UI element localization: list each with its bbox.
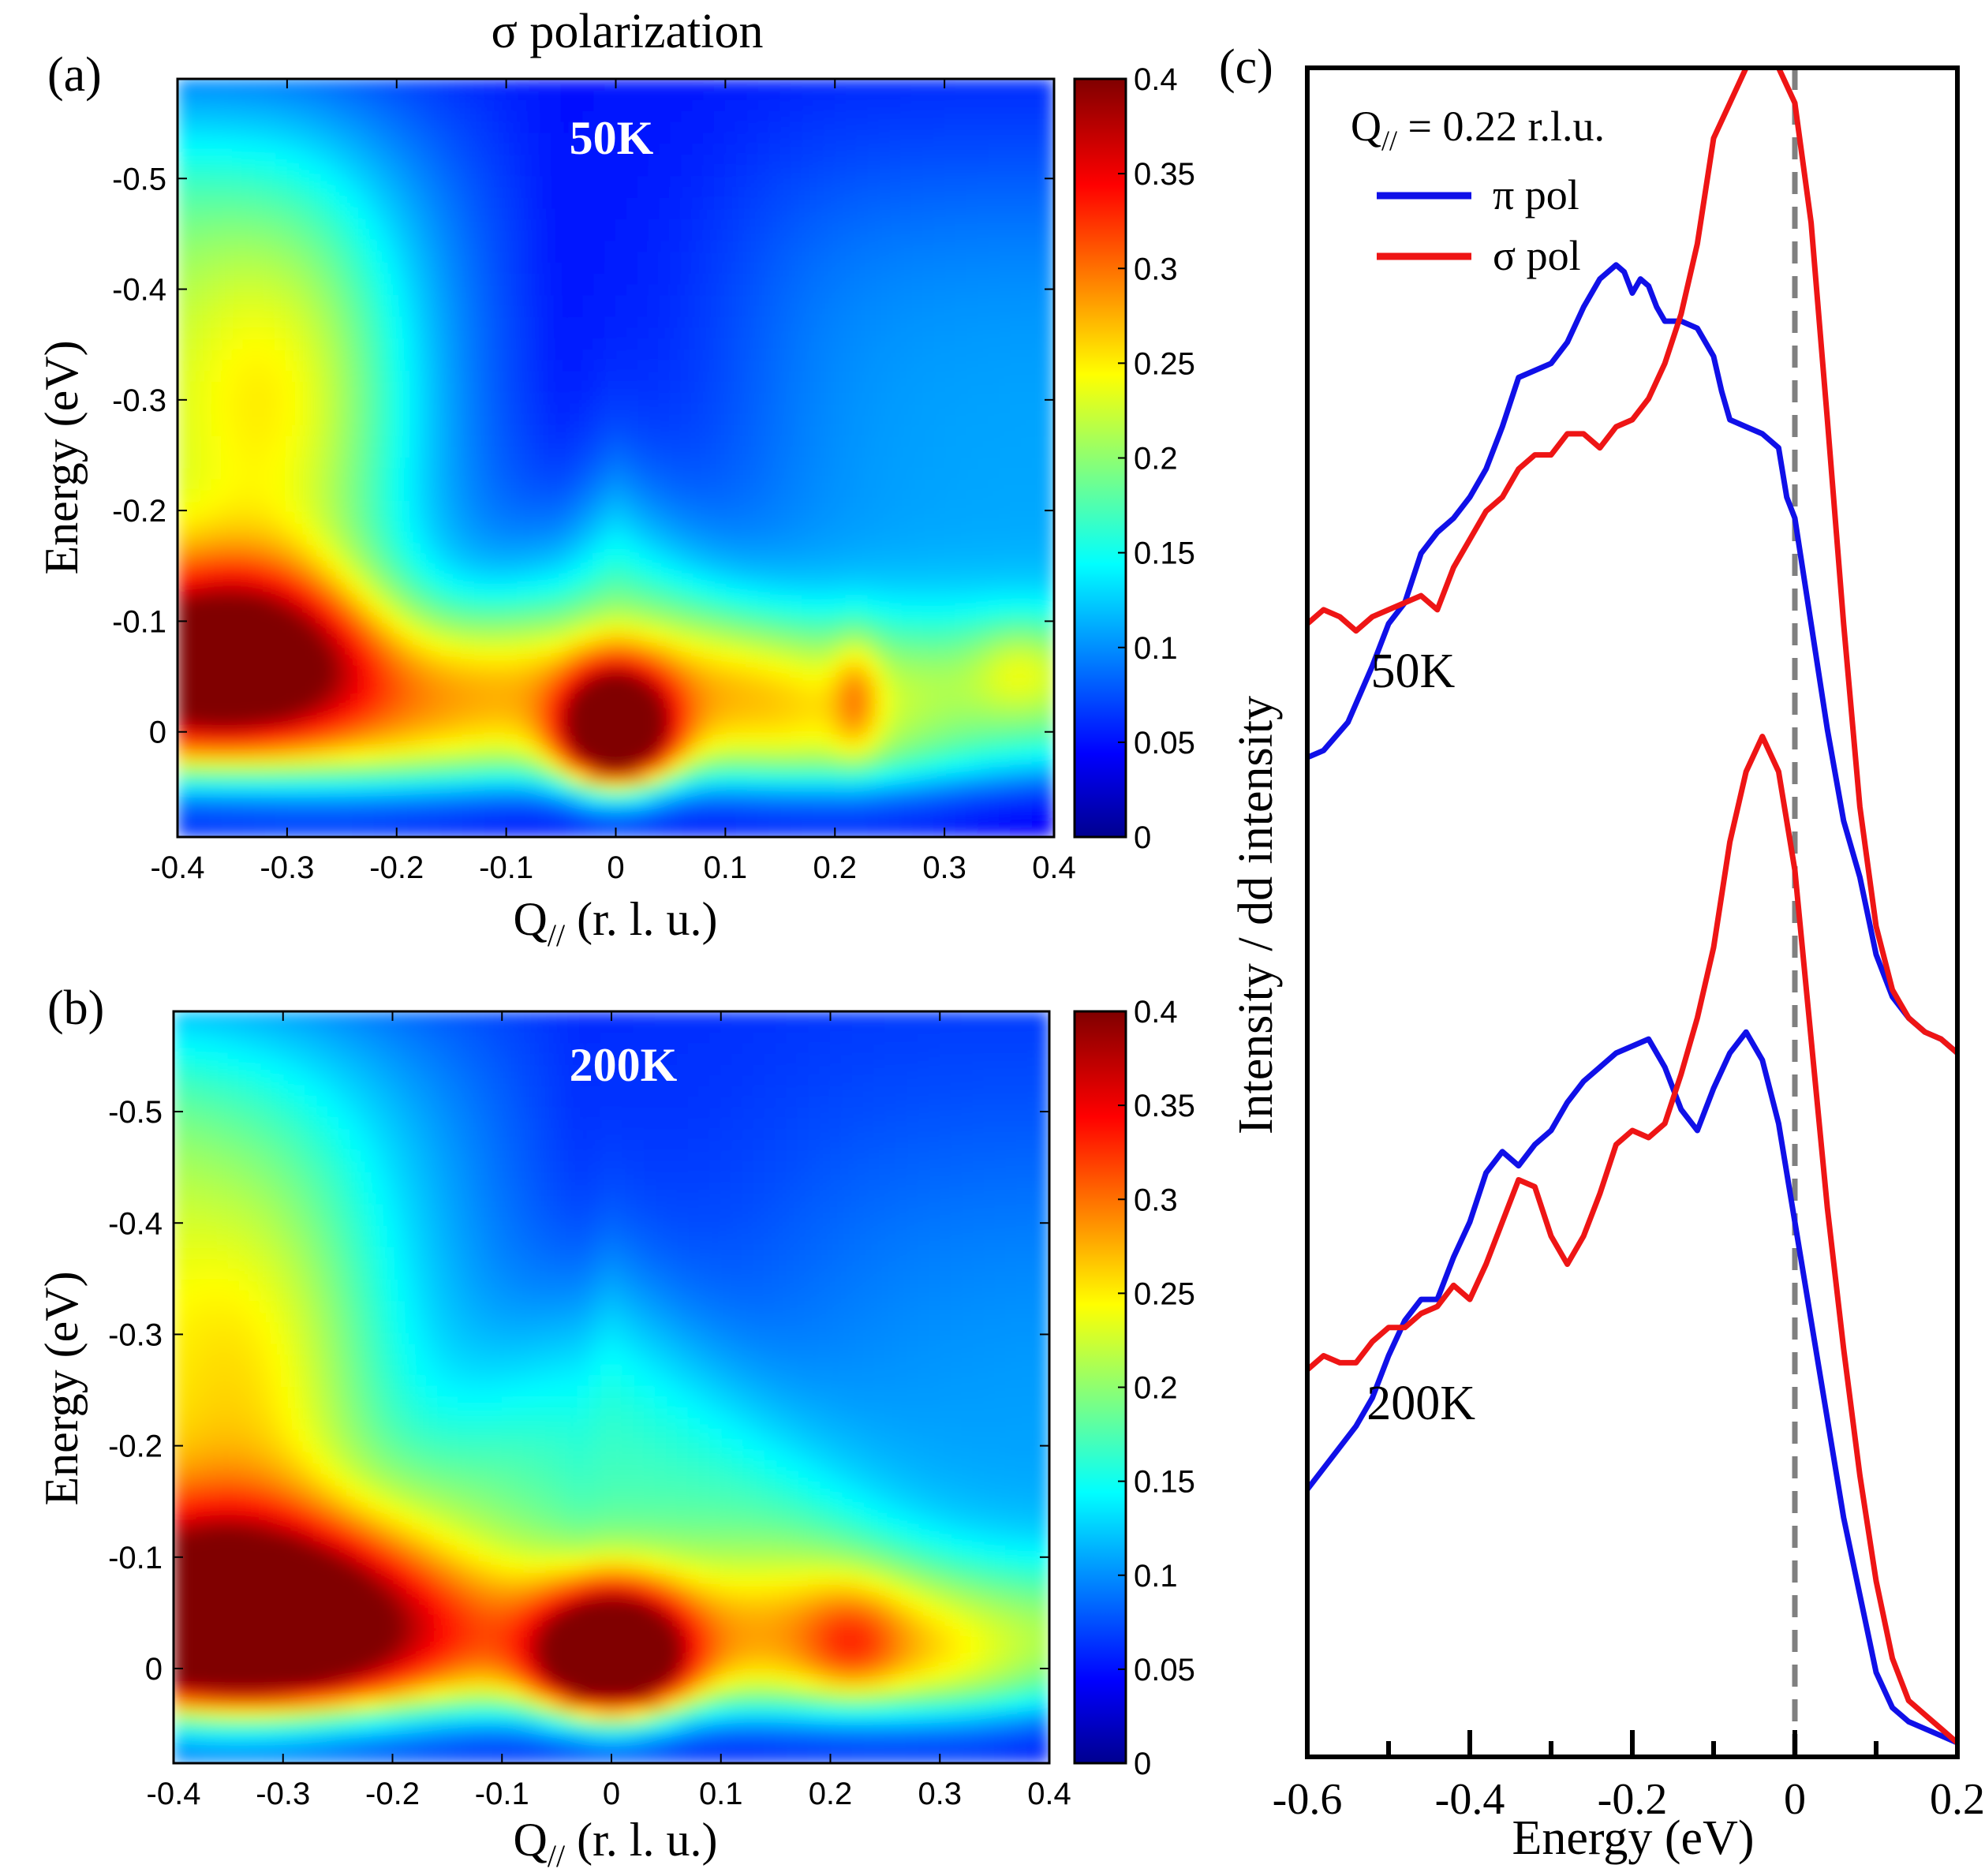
panel-a-xtick-label: 0.4 <box>1032 850 1076 885</box>
panel-c-frame <box>1305 65 1960 1759</box>
colorbar-b-tick-label: 0.25 <box>1134 1276 1195 1311</box>
group-label-50K: 50K <box>1371 645 1456 698</box>
colorbar-b-tick-label: 0.3 <box>1134 1183 1178 1217</box>
panel-a-xtick-label: 0.1 <box>704 850 748 885</box>
colorbar-b-tick-label: 0.15 <box>1134 1465 1195 1500</box>
panel-a-xtick-label: 0.3 <box>922 850 966 885</box>
panel-c-xtick-label: -0.2 <box>1598 1775 1668 1824</box>
panel-b-ytick-label: 0 <box>145 1652 163 1687</box>
panel-a-ylabel: Energy (eV) <box>36 340 88 574</box>
panel-b-xtick-label: 0.3 <box>918 1777 962 1811</box>
panel-b-xtick-label: -0.3 <box>256 1777 310 1811</box>
legend-label-pi: π pol <box>1493 171 1579 219</box>
colorbar-a-tick-label: 0.05 <box>1134 726 1195 760</box>
panel-b-ticks: -0.4 -0.3 -0.2 -0.1 0 0.1 0.2 0.3 0.4 -0.5 -0.4 -0.… <box>108 1011 1071 1811</box>
panel-c-plot <box>1307 68 1957 1757</box>
colorbar-b-gradient <box>1073 1010 1127 1765</box>
colorbar-a-tick-label: 0.25 <box>1134 346 1195 381</box>
panel-c-ticks: -0.6 -0.4 -0.2 0 0.2 <box>1273 1730 1985 1824</box>
panel-b-xtick-label: 0.1 <box>699 1777 743 1811</box>
series-line-pi-200K <box>1307 1029 1957 1746</box>
series-line-sigma-50K <box>1307 68 1957 1056</box>
colorbar-a-tick-label: 0.1 <box>1134 631 1178 666</box>
panel-a-xtick-label: -0.1 <box>479 850 533 885</box>
panel-a-xtick-label: -0.3 <box>260 850 314 885</box>
panel-b-temperature: 200K <box>570 1039 678 1091</box>
panel-c-label: (c) <box>1219 40 1273 94</box>
panel-b-xtick-label: 0.4 <box>1027 1777 1071 1811</box>
panel-a-ytick-label: -0.4 <box>112 273 166 308</box>
panel-a-ytick-label: -0.2 <box>112 494 166 529</box>
legend-label-sigma: σ pol <box>1493 232 1581 279</box>
panel-a-ytick-label: -0.3 <box>112 383 166 418</box>
colorbar-a-tick-label: 0.4 <box>1134 62 1178 97</box>
legend-title: Q// = 0.22 r.l.u. <box>1351 103 1605 156</box>
series-line-sigma-200K <box>1307 734 1957 1745</box>
panel-c-xtick-label: -0.4 <box>1435 1775 1505 1824</box>
panel-a-xtick-label: 0.2 <box>813 850 857 885</box>
panel-c-group-labels: 50K 200K <box>1366 645 1475 1430</box>
panel-a: (a) -0.4 -0.3 -0.2 -0.1 0 0.1 0.2 0.3 0.4-0.5-0.… <box>36 48 1076 953</box>
panel-c-ylabel: Intensity / dd intensity <box>1229 696 1283 1134</box>
group-label-200K: 200K <box>1366 1377 1475 1430</box>
panel-b-xlabel: Q// (r. l. u.) <box>514 1814 718 1874</box>
panel-b-ylabel: Energy (eV) <box>36 1271 88 1505</box>
colorbar-a-tick-label: 0.3 <box>1134 252 1178 286</box>
panel-a-xtick-label: -0.4 <box>151 850 205 885</box>
panel-b-ytick-label: -0.3 <box>108 1317 163 1352</box>
colorbar-b-tick-label: 0.35 <box>1134 1089 1195 1123</box>
panel-a-ytick-label: 0 <box>149 716 166 750</box>
colorbar-b-tick-label: 0.4 <box>1134 995 1178 1030</box>
panel-a-temperature: 50K <box>570 112 654 164</box>
panel-c-legend: Q// = 0.22 r.l.u. π pol σ pol <box>1351 103 1605 279</box>
panel-a-ytick-label: -0.5 <box>112 162 166 196</box>
panel-a-heatmap <box>178 79 1054 837</box>
colorbar-a-tick-label: 0.35 <box>1134 157 1195 192</box>
panel-a-xlabel: Q// (r. l. u.) <box>514 893 718 953</box>
panel-b-xtick-label: 0.2 <box>809 1777 853 1811</box>
panel-b-xtick-label: -0.1 <box>475 1777 529 1811</box>
colorbar-b-tick-label: 0.2 <box>1134 1371 1178 1406</box>
panel-a-xtick-label: 0 <box>607 850 624 885</box>
colorbar-a-gradient <box>1073 77 1127 839</box>
panel-b-ytick-label: -0.1 <box>108 1541 163 1575</box>
panel-c: (c) -0.6 -0.4 -0.2 0 0.2 Intensity / dd inte… <box>1219 40 1985 1865</box>
panel-c-xtick-label: -0.6 <box>1273 1775 1343 1824</box>
colorbar-b-tick-label: 0 <box>1134 1747 1151 1781</box>
panel-a-xtick-label: -0.2 <box>369 850 424 885</box>
colorbar-a-tick-label: 0 <box>1134 820 1151 855</box>
panel-a-label: (a) <box>47 48 102 102</box>
panel-b-heatmap <box>174 1011 1049 1763</box>
panel-b-xtick-label: -0.4 <box>147 1777 201 1811</box>
colorbar-a-tick-label: 0.15 <box>1134 536 1195 571</box>
colorbar-a: 0 0.05 0.1 0.15 0.2 0.25 0.3 0.35 0.4 <box>1073 62 1195 855</box>
panel-b-ytick-label: -0.5 <box>108 1095 163 1130</box>
figure-title: σ polarization <box>491 5 763 58</box>
colorbar-b-tick-label: 0.05 <box>1134 1653 1195 1687</box>
colorbar-a-tick-label: 0.2 <box>1134 442 1178 476</box>
panel-c-xtick-label: 0 <box>1784 1775 1806 1824</box>
colorbar-b: 0 0.05 0.1 0.15 0.2 0.25 0.3 0.35 0.4 <box>1073 995 1195 1781</box>
series-line-pi-50K <box>1307 262 1957 1056</box>
panel-c-xlabel: Energy (eV) <box>1512 1811 1754 1865</box>
panel-b: (b) -0.4 -0.3 -0.2 -0.1 0 0.1 0.2 0.3 0.4-0.5-0.… <box>36 981 1071 1874</box>
panel-b-ytick-label: -0.4 <box>108 1206 163 1241</box>
panel-b-label: (b) <box>47 981 104 1035</box>
colorbar-b-tick-label: 0.1 <box>1134 1559 1178 1594</box>
panel-b-xtick-label: -0.2 <box>365 1777 420 1811</box>
panel-a-ytick-label: -0.1 <box>112 604 166 639</box>
panel-b-xtick-label: 0 <box>603 1777 620 1811</box>
panel-c-xtick-label: 0.2 <box>1930 1775 1985 1824</box>
panel-b-ytick-label: -0.2 <box>108 1429 163 1464</box>
panel-a-ticks: -0.4 -0.3 -0.2 -0.1 0 0.1 0.2 0.3 0.4 -0.5 -0.4 -0.… <box>112 79 1076 885</box>
